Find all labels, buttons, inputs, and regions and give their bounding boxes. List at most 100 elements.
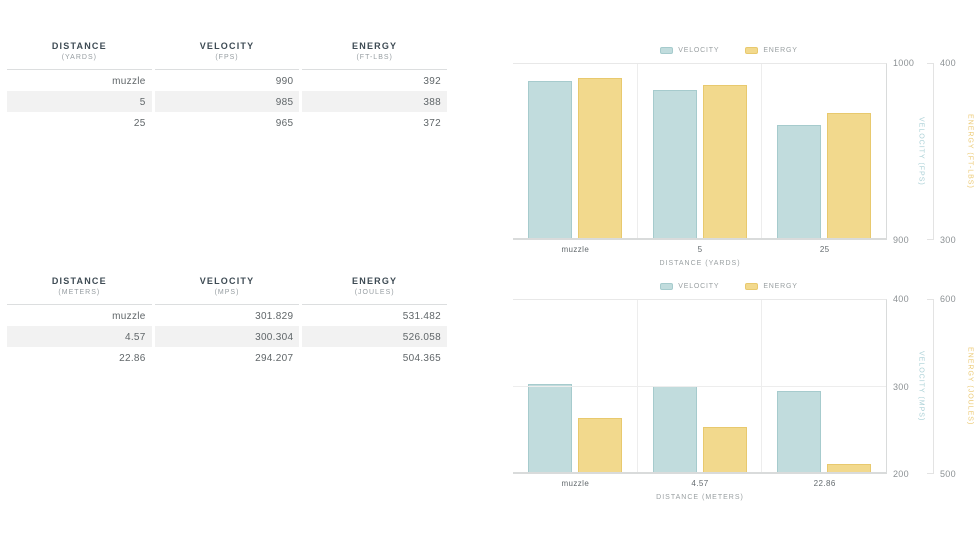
bar-energy-muzzle[interactable] <box>577 77 622 238</box>
energy-axis-title: ENERGY (FT-LBS) <box>966 114 974 189</box>
x-axis-labels: muzzle 4.57 22.86 <box>513 479 887 488</box>
bar-velocity-25[interactable] <box>777 124 822 238</box>
column-title: VELOCITY <box>199 41 255 51</box>
column-unit: (MPS) <box>214 289 240 296</box>
legend-item-velocity[interactable]: VELOCITY <box>660 46 720 54</box>
ballistics-table-yards: DISTANCE (YARDS) VELOCITY (FPS) ENERGY (… <box>7 41 447 133</box>
column-title: DISTANCE <box>51 276 107 286</box>
bar-velocity-22.86[interactable] <box>777 391 822 472</box>
table-cell-velocity: 985 <box>154 91 300 112</box>
energy-swatch-icon <box>745 282 759 290</box>
x-tick-label: 22.86 <box>813 479 836 488</box>
axis-tick-label: 300 <box>893 381 909 392</box>
column-title: ENERGY <box>352 276 398 286</box>
table-cell-energy: 504.365 <box>402 353 441 364</box>
column-unit: (JOULES) <box>354 289 395 296</box>
plot-area <box>513 299 887 474</box>
energy-axis-ticks: 600 500 <box>940 294 964 479</box>
bar-energy-5[interactable] <box>702 84 747 238</box>
column-header-velocity: VELOCITY (FPS) <box>154 41 300 70</box>
table-cell-velocity: 990 <box>275 76 294 87</box>
table-cell-velocity: 300.304 <box>154 326 300 347</box>
velocity-swatch-icon <box>660 282 674 290</box>
axis-tick-label: 400 <box>940 58 956 68</box>
bar-energy-4.57[interactable] <box>702 427 747 472</box>
bar-group-muzzle <box>513 64 637 238</box>
bar-group-5 <box>636 64 762 238</box>
column-header-energy: ENERGY (JOULES) <box>302 276 447 305</box>
column-title: ENERGY <box>352 41 398 51</box>
table-cell-distance: muzzle <box>112 76 146 87</box>
column-unit: (YARDS) <box>61 54 97 61</box>
legend-label: VELOCITY <box>678 46 720 54</box>
legend-label: VELOCITY <box>678 282 720 290</box>
x-tick-label: 4.57 <box>691 479 709 488</box>
x-tick-label: muzzle <box>561 245 590 254</box>
legend-item-velocity[interactable]: VELOCITY <box>660 282 720 290</box>
axis-tick-label: 300 <box>940 235 956 245</box>
axis-tick <box>927 239 933 240</box>
table-cell-energy: 372 <box>423 118 441 129</box>
x-tick-label: 5 <box>697 245 703 254</box>
bar-group-4.57 <box>636 300 762 472</box>
column-header-energy: ENERGY (FT-LBS) <box>302 41 447 70</box>
column-header-velocity: VELOCITY (MPS) <box>154 276 300 305</box>
legend-item-energy[interactable]: ENERGY <box>745 46 798 54</box>
legend-label: ENERGY <box>763 46 798 54</box>
table-cell-velocity: 965 <box>275 118 294 129</box>
energy-axis-line <box>927 63 934 240</box>
bar-group-25 <box>761 64 886 238</box>
bar-velocity-muzzle[interactable] <box>527 81 572 238</box>
velocity-axis-title: VELOCITY (MPS) <box>917 351 925 422</box>
axis-tick-label: 500 <box>940 469 956 479</box>
table-cell-distance: muzzle <box>112 311 146 322</box>
table-cell-energy: 531.482 <box>402 311 441 322</box>
x-tick-label: 25 <box>819 245 830 254</box>
table-cell-velocity: 294.207 <box>255 353 294 364</box>
chart-legend: VELOCITY ENERGY <box>513 281 945 291</box>
legend-label: ENERGY <box>763 282 798 290</box>
column-title: VELOCITY <box>199 276 255 286</box>
table-cell-energy: 526.058 <box>302 326 447 347</box>
velocity-axis-ticks: 1000 900 <box>893 58 921 245</box>
x-axis-labels: muzzle 5 25 <box>513 245 887 254</box>
chart-legend: VELOCITY ENERGY <box>513 45 945 55</box>
bar-energy-25[interactable] <box>827 112 872 238</box>
velocity-axis-title: VELOCITY (FPS) <box>917 117 925 186</box>
column-header-distance: DISTANCE (YARDS) <box>7 41 152 70</box>
energy-axis-ticks: 400 300 <box>940 58 964 245</box>
column-header-distance: DISTANCE (METERS) <box>7 276 152 305</box>
bar-group-22.86 <box>761 300 886 472</box>
velocity-swatch-icon <box>660 46 674 54</box>
axis-tick-label: 600 <box>940 294 956 304</box>
bar-energy-22.86[interactable] <box>827 464 872 472</box>
axis-tick <box>927 299 933 300</box>
table-cell-velocity: 301.829 <box>255 311 294 322</box>
column-unit: (FT-LBS) <box>356 54 393 61</box>
column-unit: (METERS) <box>58 289 101 296</box>
axis-tick-label: 900 <box>893 235 909 245</box>
bar-velocity-4.57[interactable] <box>652 385 697 472</box>
x-axis-title: DISTANCE (METERS) <box>656 494 744 501</box>
table-cell-energy: 392 <box>423 76 441 87</box>
bar-group-muzzle <box>513 300 637 472</box>
table-cell-distance: 4.57 <box>7 326 152 347</box>
axis-tick-label: 1000 <box>893 58 915 68</box>
ballistics-table-meters: DISTANCE (METERS) VELOCITY (MPS) ENERGY … <box>7 276 447 368</box>
bar-energy-muzzle[interactable] <box>577 417 622 472</box>
column-title: DISTANCE <box>51 41 107 51</box>
gridline <box>513 386 886 387</box>
chart-velocity-energy-meters: VELOCITY ENERGY muzzle 4.57 22.86 DISTAN… <box>513 281 978 513</box>
column-unit: (FPS) <box>215 54 239 61</box>
bar-velocity-muzzle[interactable] <box>527 384 572 472</box>
x-tick-label: muzzle <box>561 479 590 488</box>
energy-swatch-icon <box>745 46 759 54</box>
bar-velocity-5[interactable] <box>652 90 697 238</box>
table-cell-energy: 388 <box>302 91 447 112</box>
chart-velocity-energy-yards: VELOCITY ENERGY muzzle 5 25 DISTANCE (YA… <box>513 45 978 277</box>
axis-tick-label: 400 <box>893 294 909 304</box>
table-cell-distance: 5 <box>7 91 152 112</box>
axis-tick <box>927 63 933 64</box>
x-axis-title: DISTANCE (YARDS) <box>659 260 741 267</box>
legend-item-energy[interactable]: ENERGY <box>745 282 798 290</box>
